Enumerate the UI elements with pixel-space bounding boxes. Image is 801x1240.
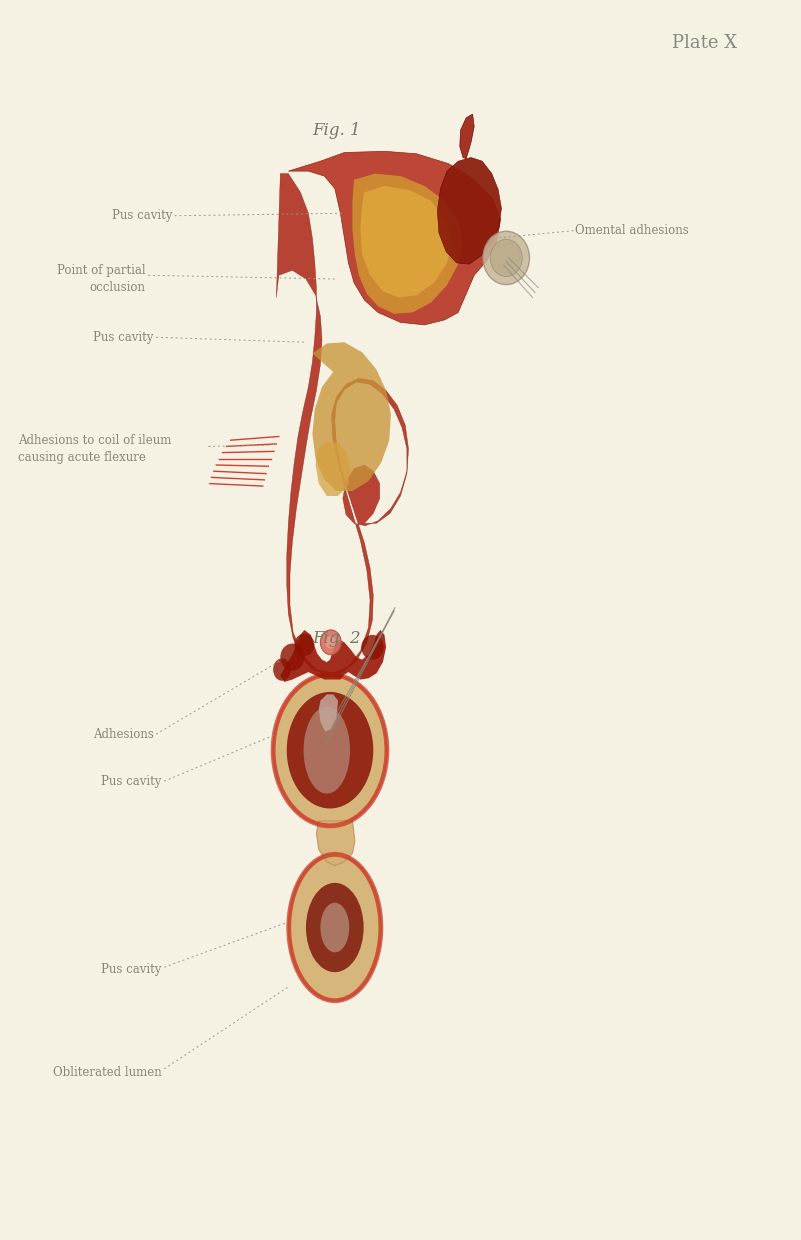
Polygon shape [276,174,409,675]
Text: Pus cavity: Pus cavity [102,963,162,976]
Text: Point of partial
occlusion: Point of partial occlusion [57,264,146,294]
Text: Plate X: Plate X [672,35,738,52]
Ellipse shape [295,634,314,656]
Ellipse shape [361,635,384,660]
Text: Adhesions: Adhesions [93,728,154,740]
Ellipse shape [273,675,387,826]
Ellipse shape [288,854,381,1001]
Ellipse shape [320,903,349,952]
Text: Fig. 2: Fig. 2 [312,630,360,647]
Ellipse shape [320,630,341,655]
Polygon shape [460,114,474,159]
Polygon shape [316,821,355,866]
Text: Pus cavity: Pus cavity [102,775,162,787]
Text: Pus cavity: Pus cavity [94,331,154,343]
Text: Omental adhesions: Omental adhesions [575,224,689,237]
Text: Adhesions to coil of ileum
causing acute flexure: Adhesions to coil of ileum causing acute… [18,434,171,464]
Ellipse shape [490,239,522,277]
Polygon shape [360,186,453,298]
Text: Fig. 1: Fig. 1 [312,122,360,139]
Ellipse shape [483,231,529,284]
Polygon shape [437,157,501,264]
Polygon shape [316,441,351,496]
Text: Obliterated lumen: Obliterated lumen [53,1066,162,1079]
Text: Pus cavity: Pus cavity [112,210,172,222]
Ellipse shape [304,707,350,794]
Ellipse shape [306,883,364,972]
Polygon shape [288,151,501,325]
Ellipse shape [325,636,336,649]
Ellipse shape [273,658,291,681]
Polygon shape [319,694,338,732]
Polygon shape [312,342,391,491]
Polygon shape [352,174,463,314]
Ellipse shape [280,644,304,671]
Ellipse shape [287,692,373,808]
Polygon shape [280,630,386,682]
